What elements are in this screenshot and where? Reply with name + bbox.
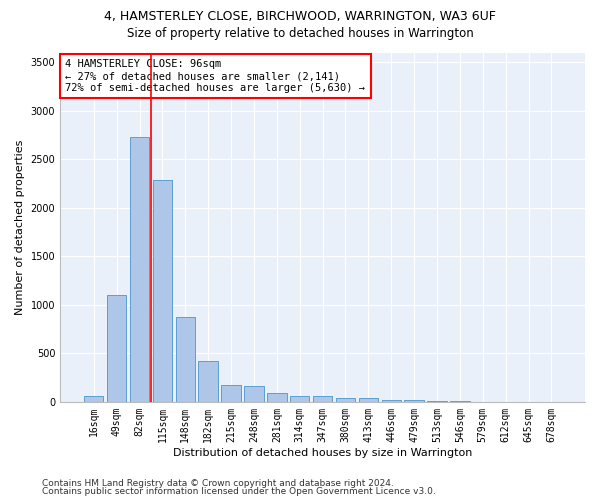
Bar xyxy=(382,400,401,402)
Bar xyxy=(244,386,263,402)
Text: Contains HM Land Registry data © Crown copyright and database right 2024.: Contains HM Land Registry data © Crown c… xyxy=(42,478,394,488)
Bar xyxy=(176,317,195,402)
Text: Size of property relative to detached houses in Warrington: Size of property relative to detached ho… xyxy=(127,28,473,40)
Bar xyxy=(152,180,172,402)
Bar xyxy=(107,295,127,402)
Bar xyxy=(359,398,378,402)
X-axis label: Distribution of detached houses by size in Warrington: Distribution of detached houses by size … xyxy=(173,448,472,458)
Y-axis label: Number of detached properties: Number of detached properties xyxy=(15,140,25,315)
Bar xyxy=(267,392,287,402)
Bar xyxy=(221,386,241,402)
Bar xyxy=(313,396,332,402)
Bar xyxy=(336,398,355,402)
Text: 4, HAMSTERLEY CLOSE, BIRCHWOOD, WARRINGTON, WA3 6UF: 4, HAMSTERLEY CLOSE, BIRCHWOOD, WARRINGT… xyxy=(104,10,496,23)
Bar xyxy=(199,360,218,402)
Text: Contains public sector information licensed under the Open Government Licence v3: Contains public sector information licen… xyxy=(42,487,436,496)
Bar xyxy=(84,396,103,402)
Bar xyxy=(290,396,310,402)
Text: 4 HAMSTERLEY CLOSE: 96sqm
← 27% of detached houses are smaller (2,141)
72% of se: 4 HAMSTERLEY CLOSE: 96sqm ← 27% of detac… xyxy=(65,60,365,92)
Bar xyxy=(404,400,424,402)
Bar xyxy=(130,137,149,402)
